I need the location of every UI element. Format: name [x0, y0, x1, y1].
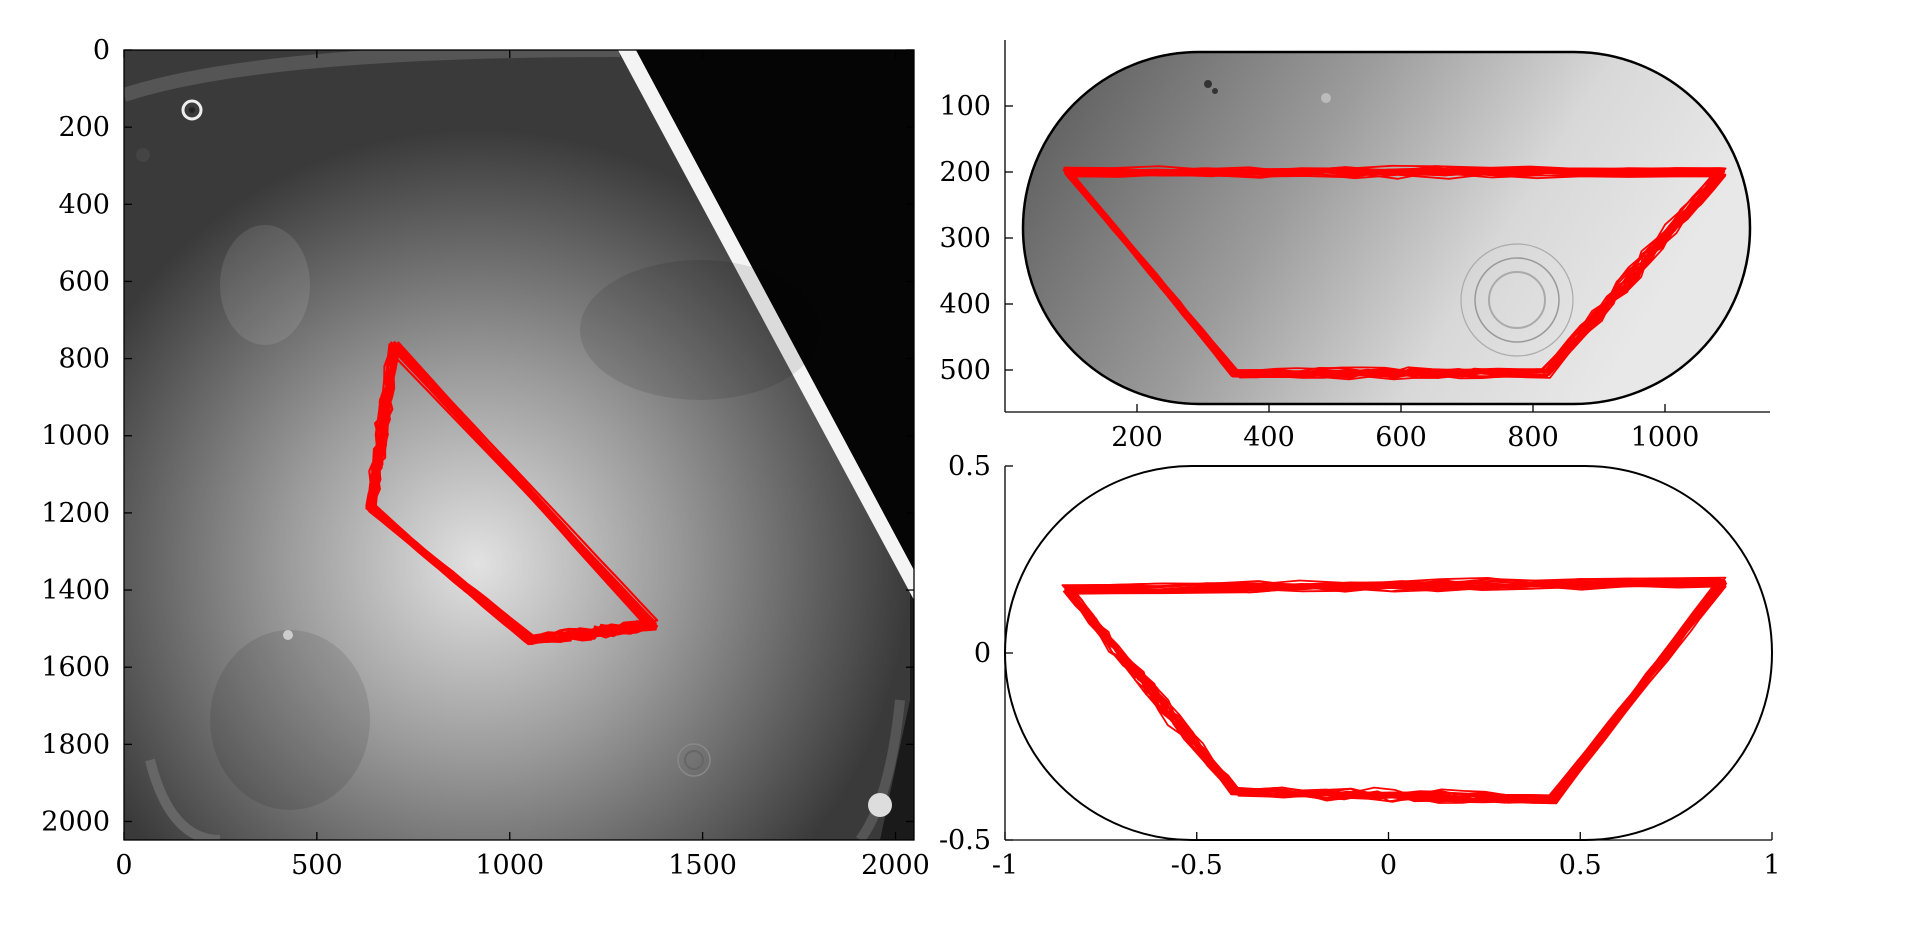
- trajectory-loop: [1064, 579, 1725, 803]
- top-right-trajectory: [1062, 164, 1727, 381]
- x-tick-label: 800: [1507, 422, 1559, 453]
- x-tick-label: 2000: [861, 850, 930, 881]
- x-tick-label: 0.5: [1559, 850, 1602, 881]
- x-tick-label: 1000: [1631, 422, 1700, 453]
- left-ticks: 0 500 1000 1500 2000020040060080010001200140…: [41, 35, 930, 881]
- trajectory-loop: [1069, 580, 1727, 803]
- x-tick-label: 400: [1243, 422, 1295, 453]
- trajectory-loop: [1069, 576, 1727, 804]
- y-tick-label: 100: [939, 91, 991, 122]
- x-tick-label: 0: [115, 850, 132, 881]
- y-tick-label: 200: [58, 112, 110, 143]
- y-tick-label: 1600: [41, 652, 110, 683]
- trajectory-loop: [1061, 577, 1721, 804]
- x-tick-label: -0.5: [1171, 850, 1223, 881]
- trajectory-loop: [1065, 583, 1723, 804]
- top-right-camera-image: [1005, 40, 1770, 412]
- top-right-panel: 200 400 600 800 1000 100 200 300 400 500: [939, 40, 1770, 453]
- top-right-stadium-outline: [1021, 50, 1752, 406]
- y-tick-label: 800: [58, 344, 110, 375]
- y-tick-label: 1400: [41, 575, 110, 606]
- trajectory-loop: [1064, 581, 1720, 803]
- y-tick-label: 600: [58, 266, 110, 297]
- bottom-right-ticks: -1 -0.5 0 0.5 1-0.500.5: [939, 451, 1781, 881]
- trajectory-loop: [1069, 581, 1727, 799]
- x-tick-label: 200: [1111, 422, 1163, 453]
- trajectory-loop: [1069, 582, 1728, 800]
- trajectory-loop: [1064, 583, 1720, 804]
- y-tick-label: 2000: [41, 806, 110, 837]
- trajectory-loop: [1066, 165, 1720, 378]
- trajectory-loop: [370, 347, 650, 642]
- trajectory-loop: [1066, 583, 1722, 803]
- bottom-right-trajectory: [1061, 576, 1728, 805]
- trajectory-loop: [1063, 166, 1721, 379]
- trajectory-loop: [1069, 169, 1725, 375]
- bottom-right-panel: -1 -0.5 0 0.5 1-0.500.5: [939, 451, 1781, 881]
- trajectory-loop: [1064, 578, 1724, 797]
- trajectory-loop: [1069, 577, 1721, 800]
- y-tick-label: -0.5: [939, 825, 991, 856]
- trajectory-loop: [1068, 164, 1724, 380]
- y-tick-label: 0.5: [948, 451, 991, 482]
- trajectory-loop: [1066, 582, 1721, 798]
- y-tick-label: 1000: [41, 421, 110, 452]
- y-tick-label: 1800: [41, 729, 110, 760]
- left-axes-frame: [123, 49, 915, 841]
- x-tick-label: 0: [1380, 850, 1397, 881]
- trajectory-loop: [1067, 579, 1721, 805]
- y-tick-label: 400: [939, 289, 991, 320]
- left-panel: 0 500 1000 1500 2000020040060080010001200140…: [41, 35, 930, 881]
- x-tick-label: -1: [992, 850, 1018, 881]
- trajectory-loop: [372, 346, 650, 640]
- top-right-ticks: 200 400 600 800 1000 100 200 300 400 500: [939, 91, 1699, 453]
- trajectory-loop: [1065, 581, 1725, 800]
- x-tick-label: 1000: [475, 850, 544, 881]
- trajectory-loop: [1066, 578, 1719, 801]
- left-camera-image: [124, 50, 914, 840]
- y-tick-label: 0: [974, 638, 991, 669]
- x-tick-label: 1500: [668, 850, 737, 881]
- trajectory-loop: [1066, 583, 1726, 799]
- y-tick-label: 200: [939, 157, 991, 188]
- y-tick-label: 0: [93, 35, 110, 66]
- trajectory-loop: [1063, 581, 1726, 804]
- y-tick-label: 400: [58, 189, 110, 220]
- y-tick-label: 500: [939, 355, 991, 386]
- x-tick-label: 1: [1763, 850, 1780, 881]
- x-tick-label: 500: [291, 850, 343, 881]
- y-tick-label: 1200: [41, 498, 110, 529]
- x-tick-label: 600: [1375, 422, 1427, 453]
- trajectory-loop: [1069, 581, 1726, 803]
- left-trajectory: [365, 341, 659, 646]
- trajectory-loop: [1064, 580, 1720, 804]
- y-tick-label: 300: [939, 223, 991, 254]
